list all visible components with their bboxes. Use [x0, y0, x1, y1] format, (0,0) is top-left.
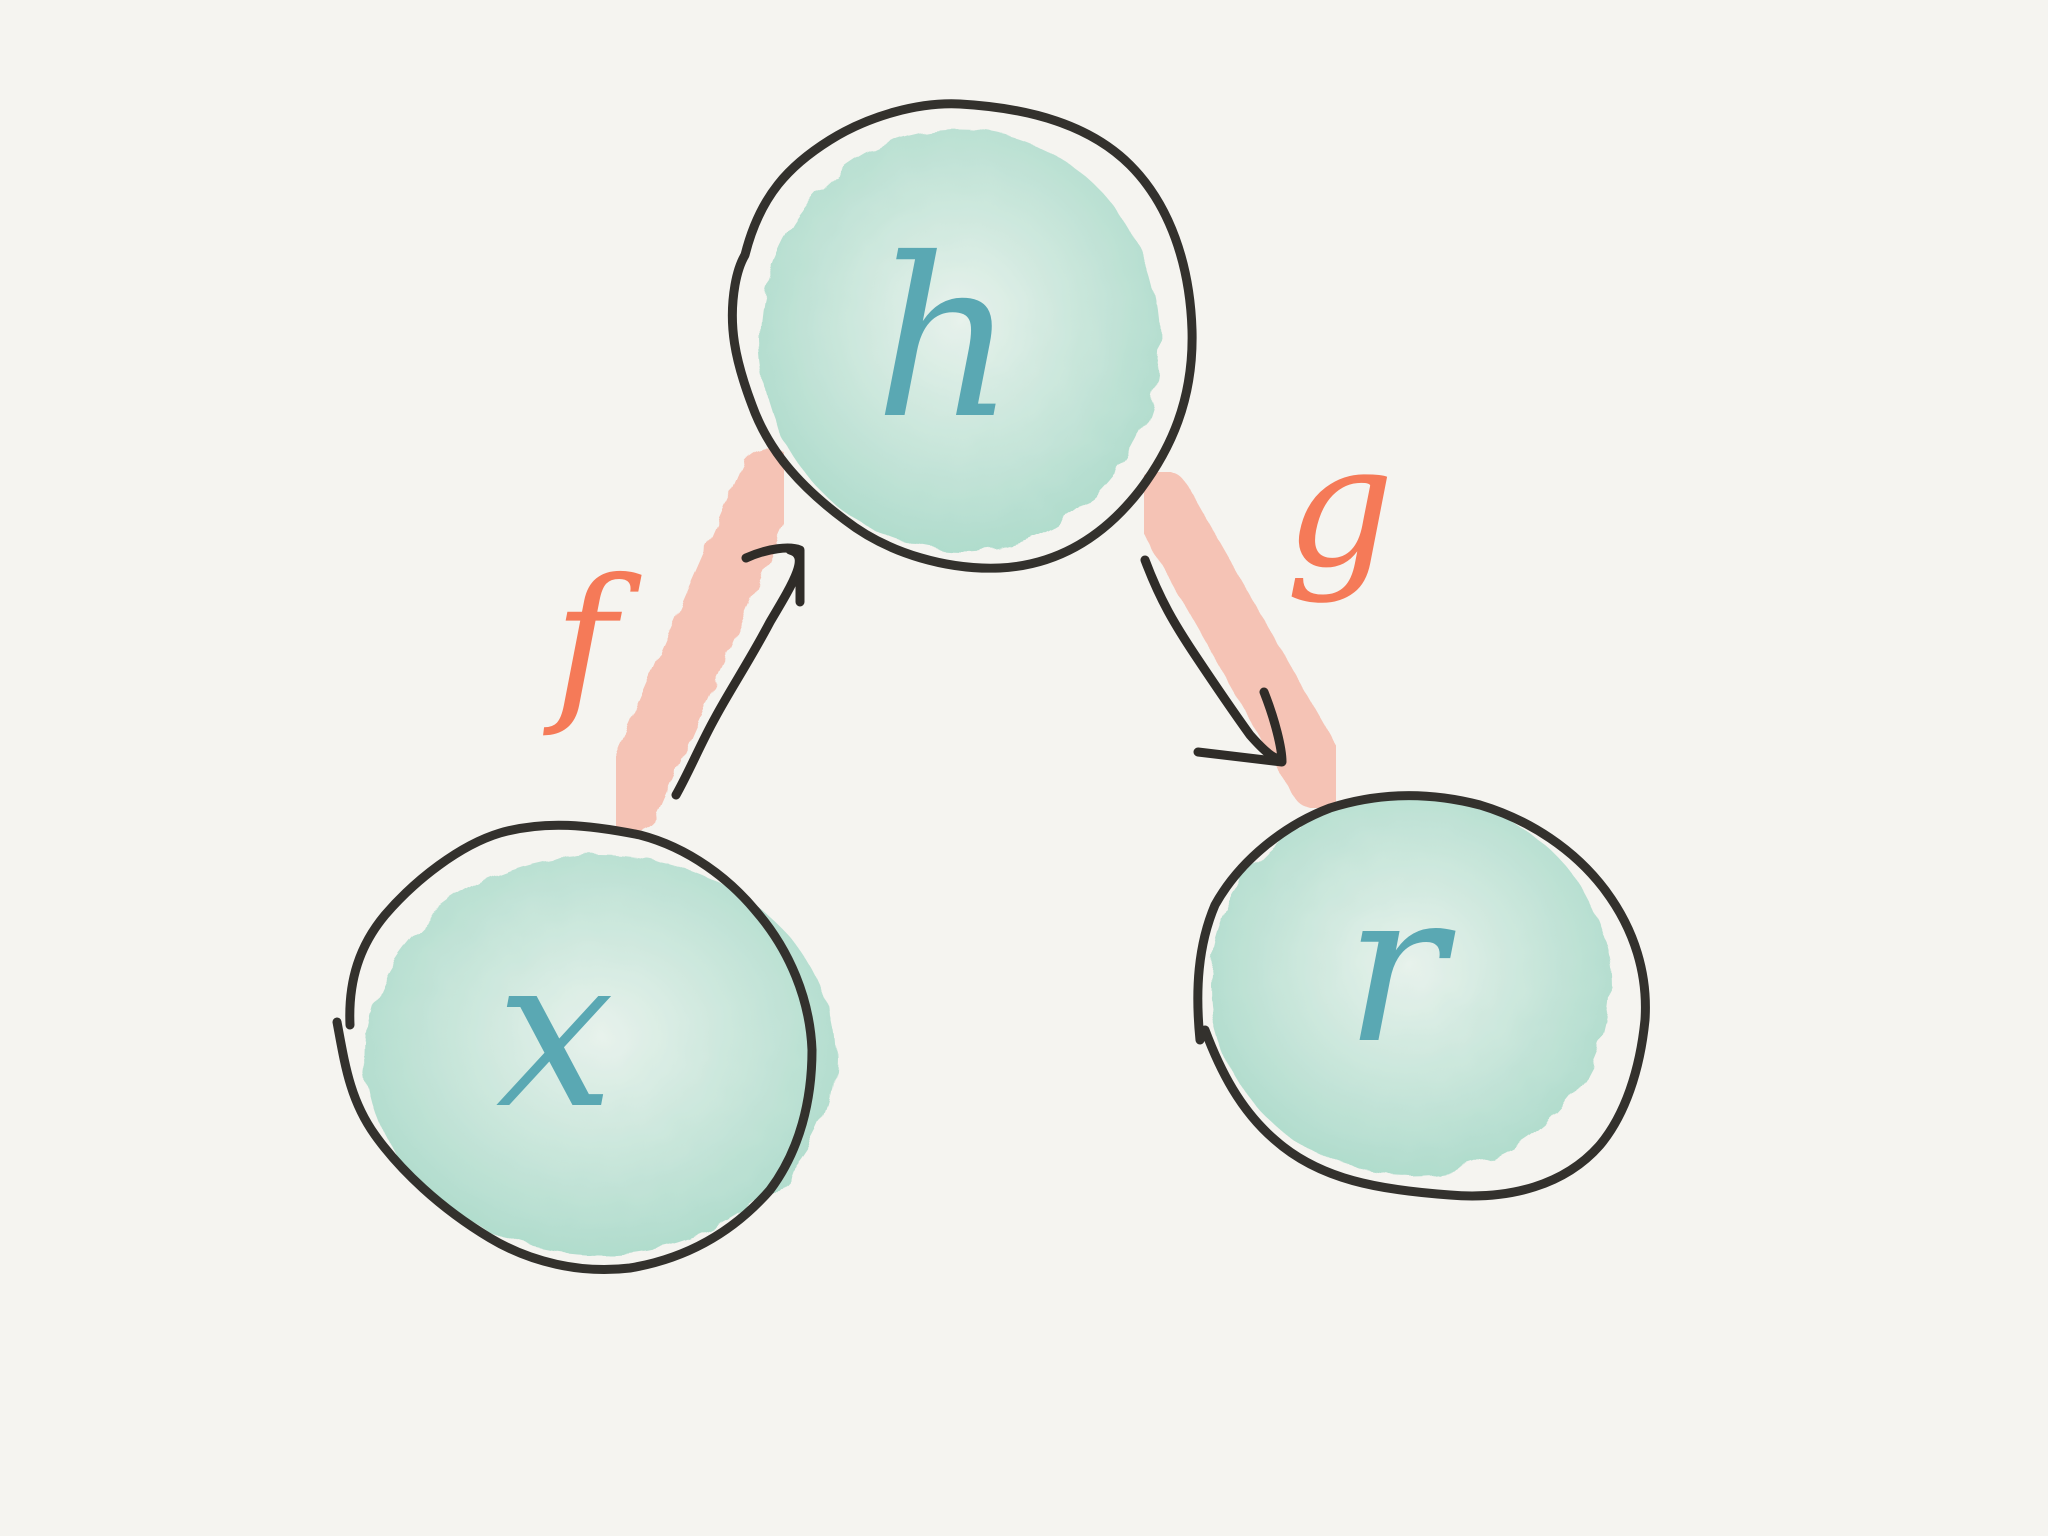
node-outlines — [332, 99, 1650, 1275]
labels: h x r f g — [496, 211, 1456, 1155]
edge-g-arrow-head — [1193, 687, 1287, 767]
node-x-outline — [332, 820, 817, 1275]
edge-f-highlight — [599, 449, 801, 831]
node-h-label: h — [874, 211, 1016, 467]
edge-f-arrow — [671, 543, 805, 800]
node-r-fill — [1210, 795, 1610, 1175]
edge-g-arrow-shaft — [1140, 555, 1285, 763]
edge-highlights — [599, 449, 1351, 831]
node-x-label: x — [496, 910, 614, 1155]
node-fills — [365, 130, 1610, 1255]
edge-g-arrow — [1140, 555, 1287, 767]
arrows — [671, 543, 1287, 800]
edge-g-label: g — [1286, 408, 1395, 606]
node-x-fill — [365, 855, 835, 1255]
edge-f-label: f — [543, 543, 643, 741]
node-h-fill — [760, 130, 1160, 550]
node-r-outline — [1193, 791, 1650, 1201]
node-r-label: r — [1345, 845, 1456, 1090]
edge-g-highlight — [1129, 469, 1351, 811]
node-h-outline — [727, 99, 1197, 573]
edge-f-arrow-head — [741, 543, 805, 607]
